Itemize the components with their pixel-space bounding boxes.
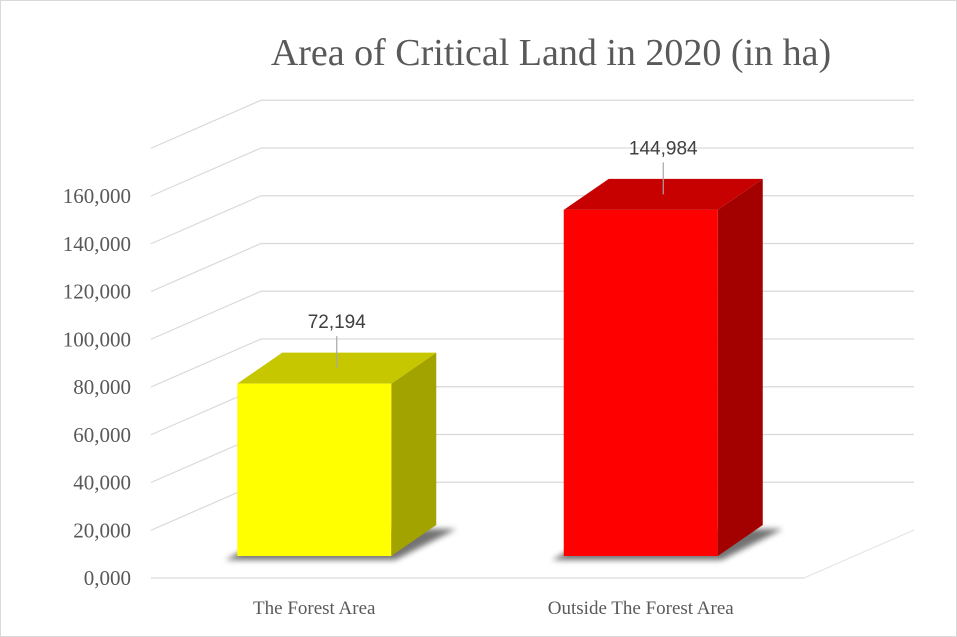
- bar-side: [717, 178, 763, 556]
- y-tick-label: 0,000: [84, 566, 131, 590]
- x-tick-label: The Forest Area: [253, 598, 376, 619]
- bars: 72,194 144,984: [225, 138, 783, 560]
- floor-edge: [803, 529, 915, 579]
- y-tick-label: 160,000: [63, 184, 131, 208]
- bar: 144,984: [551, 138, 783, 560]
- gridline-side: [150, 338, 262, 388]
- data-label: 72,194: [308, 312, 367, 333]
- gridline-side: [150, 99, 262, 149]
- data-label: 144,984: [629, 138, 698, 159]
- gridline-side: [150, 290, 262, 340]
- bar-side: [391, 352, 437, 556]
- y-tick-label: 20,000: [73, 518, 131, 542]
- y-tick-label: 40,000: [73, 471, 131, 495]
- chart-floor: [151, 529, 915, 579]
- x-tick-label: Outside The Forest Area: [548, 598, 734, 619]
- bar-front: [237, 383, 392, 556]
- bar-front: [563, 209, 718, 556]
- y-tick-label: 60,000: [73, 423, 131, 447]
- gridline-side: [150, 242, 262, 293]
- gridline-side: [150, 195, 262, 245]
- x-axis: The Forest Area Outside The Forest Area: [253, 598, 734, 619]
- y-tick-label: 100,000: [63, 327, 131, 351]
- y-axis: 0,000 20,000 40,000 60,000 80,000 100,000 120,…: [63, 184, 131, 590]
- y-tick-label: 120,000: [63, 280, 131, 304]
- y-tick-label: 140,000: [63, 232, 131, 256]
- chart-title: Area of Critical Land in 2020 (in ha): [270, 32, 832, 74]
- gridline-side: [150, 147, 262, 197]
- bar: 72,194: [225, 312, 457, 560]
- y-tick-label: 80,000: [73, 375, 131, 399]
